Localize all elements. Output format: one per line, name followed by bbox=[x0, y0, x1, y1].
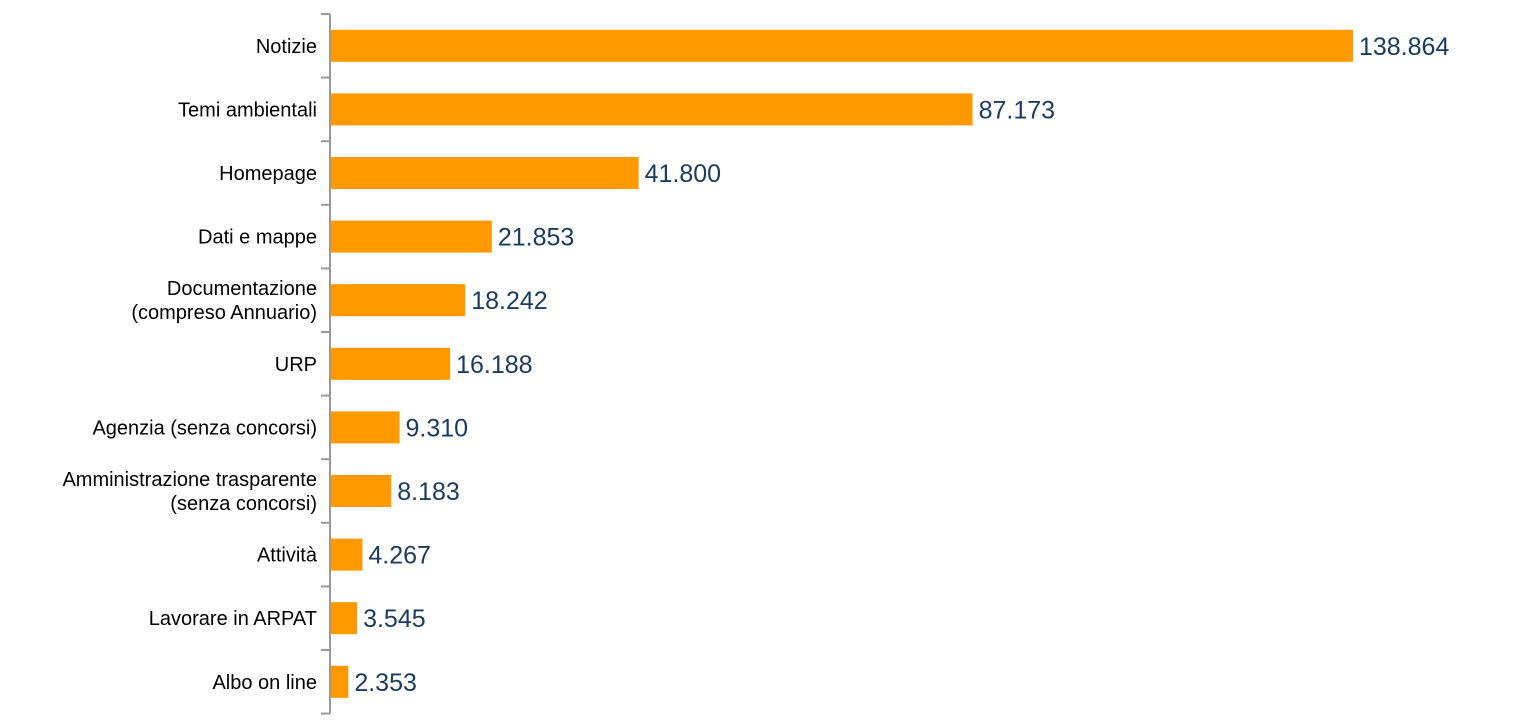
category-label-line: Dati e mappe bbox=[198, 227, 317, 249]
category-label-line: Documentazione bbox=[167, 278, 317, 300]
data-label: 8.183 bbox=[397, 478, 460, 506]
category-label-line: Notizie bbox=[256, 36, 317, 58]
data-label: 9.310 bbox=[406, 414, 469, 442]
category-label: Lavorare in ARPAT bbox=[149, 608, 317, 630]
category-label: Dati e mappe bbox=[198, 227, 317, 249]
bar bbox=[331, 665, 349, 698]
data-label: 21.853 bbox=[498, 224, 574, 252]
category-label: Homepage bbox=[219, 163, 317, 185]
category-label: Temi ambientali bbox=[178, 99, 317, 121]
category-label-line: Albo on line bbox=[212, 672, 317, 694]
bars bbox=[331, 29, 1353, 698]
category-label: Notizie bbox=[256, 36, 317, 58]
category-label-line: Attività bbox=[257, 545, 318, 567]
category-label-line: Lavorare in ARPAT bbox=[149, 608, 317, 630]
value-labels: 138.864 87.173 41.800 21.853 18.242 16.188 9.3… bbox=[354, 33, 1449, 697]
data-label: 16.188 bbox=[456, 351, 532, 379]
y-axis bbox=[321, 13, 331, 715]
data-label: 138.864 bbox=[1359, 33, 1449, 61]
data-label: 18.242 bbox=[471, 287, 547, 315]
category-label-line: Temi ambientali bbox=[178, 99, 317, 121]
bar bbox=[331, 475, 392, 507]
category-labels: Notizie Temi ambientali Homepage Dati e map… bbox=[62, 36, 317, 694]
category-label: Albo on line bbox=[212, 672, 317, 694]
category-label: Documentazione (compreso Annuario) bbox=[131, 278, 317, 324]
data-label: 3.545 bbox=[363, 605, 426, 633]
bar bbox=[331, 220, 492, 253]
data-label: 87.173 bbox=[979, 96, 1055, 124]
bar bbox=[331, 602, 358, 635]
bar bbox=[331, 347, 451, 380]
category-label-line: (senza concorsi) bbox=[170, 493, 317, 515]
data-label: 4.267 bbox=[368, 542, 431, 570]
category-label-line: URP bbox=[275, 354, 317, 376]
category-label: Amministrazione trasparente (senza concor… bbox=[62, 469, 317, 515]
category-label-line: Agenzia (senza concorsi) bbox=[92, 417, 317, 439]
data-label: 2.353 bbox=[354, 669, 417, 697]
bar bbox=[331, 93, 973, 126]
bar bbox=[331, 538, 363, 571]
category-label-line: Homepage bbox=[219, 163, 317, 185]
category-label-line: Amministrazione trasparente bbox=[62, 469, 317, 491]
bar bbox=[331, 284, 466, 317]
category-label-line: (compreso Annuario) bbox=[131, 302, 317, 324]
bar bbox=[331, 157, 639, 189]
category-label: Agenzia (senza concorsi) bbox=[92, 417, 317, 439]
data-label: 41.800 bbox=[645, 160, 721, 188]
category-label: Attività bbox=[257, 545, 318, 567]
category-label: URP bbox=[275, 354, 317, 376]
bar bbox=[331, 411, 400, 444]
bar bbox=[331, 29, 1353, 62]
